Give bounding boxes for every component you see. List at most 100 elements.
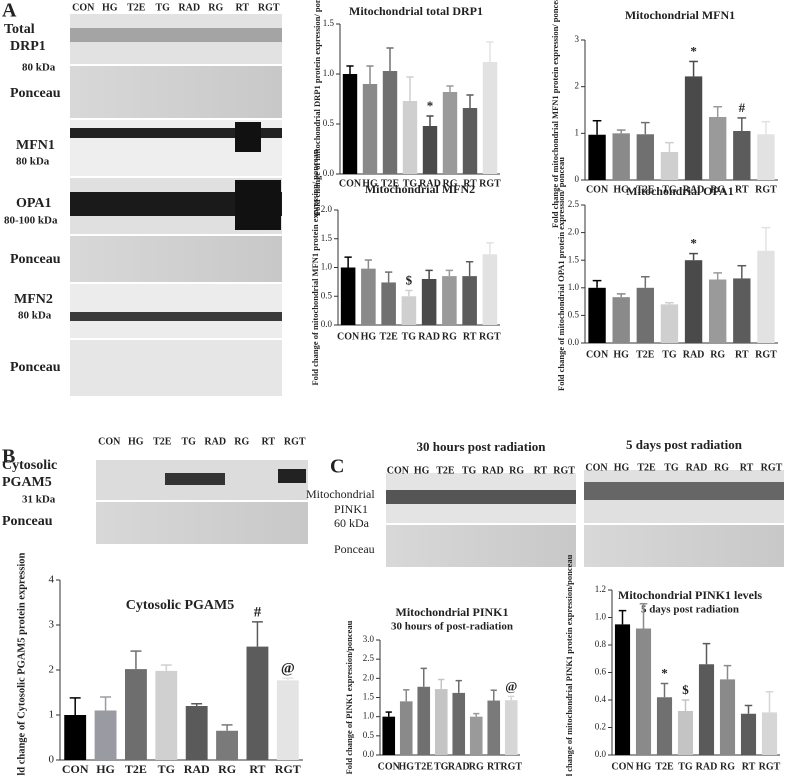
annotation: *	[427, 98, 434, 113]
blot-label: Total	[4, 22, 35, 37]
blot-label: Ponceau	[10, 86, 61, 101]
blot-c	[386, 470, 784, 567]
lane-label: CON	[98, 436, 121, 447]
bar	[421, 279, 437, 325]
x-tick-label: TG	[403, 178, 418, 189]
y-axis-label: Fold change of mitochondrial MFN1 protei…	[310, 149, 320, 385]
blot-label: PINK1	[334, 502, 368, 516]
x-tick-label: RT	[463, 178, 477, 189]
bar	[612, 133, 630, 180]
annotation: *	[690, 236, 697, 251]
blot-label: Ponceau	[10, 252, 61, 267]
x-tick-label: TG	[678, 761, 693, 772]
y-tick-label: 0.5	[323, 118, 335, 128]
annotation: #	[254, 604, 262, 620]
blot-b	[96, 460, 308, 544]
y-tick-label: 1.5	[363, 692, 375, 702]
bar	[588, 134, 606, 180]
annotation: @	[281, 661, 295, 677]
bar	[452, 692, 466, 755]
blot-label: 80 kDa	[22, 62, 56, 74]
bar	[442, 276, 457, 325]
bar	[401, 296, 417, 325]
blot-header: 30 hours post radiation	[417, 439, 547, 454]
bar	[757, 134, 775, 180]
bar	[482, 254, 498, 325]
bar	[382, 71, 398, 174]
y-tick-label: 1.0	[323, 68, 335, 78]
lane-label: RGT	[553, 465, 575, 476]
x-tick-label: TG	[662, 184, 677, 195]
lane-label: CON	[72, 2, 95, 13]
chart-title: Mitochondrial MFN2	[365, 182, 475, 196]
lane-label: RG	[234, 436, 249, 447]
y-tick-label: 0.4	[595, 694, 607, 704]
chart-title: Mitochondrial MFN1	[625, 8, 735, 22]
lane-label: CON	[387, 465, 410, 476]
lane-label: TG	[462, 465, 477, 476]
y-tick-label: 1.5	[323, 18, 335, 28]
bar	[399, 701, 413, 755]
x-tick-label: HG	[398, 761, 414, 772]
bar	[442, 92, 458, 174]
x-tick-label: RAD	[683, 349, 705, 360]
bar	[361, 268, 376, 325]
y-tick-label: 1.0	[595, 612, 607, 622]
blot-label: 80-100 kDa	[4, 215, 58, 227]
x-tick-label: RT	[735, 184, 749, 195]
lane-label: HG	[102, 2, 118, 13]
bar	[422, 126, 438, 174]
x-tick-label: RAD	[418, 331, 440, 342]
y-tick-label: 0	[575, 174, 580, 184]
y-tick-label: 2	[49, 664, 55, 676]
chart-title: Mitochondrial OPA1	[626, 184, 733, 198]
bar	[636, 287, 654, 343]
bar	[761, 712, 778, 755]
bar	[402, 101, 418, 174]
x-tick-label: RAD	[448, 761, 470, 772]
x-tick-label: RGT	[759, 761, 781, 772]
lane-label: CON	[585, 462, 608, 473]
chart-subtitle: 30 hours of post-radiation	[391, 621, 513, 633]
annotation: #	[739, 100, 746, 115]
bar	[362, 84, 378, 174]
lane-label: HG	[414, 465, 430, 476]
y-tick-label: 3	[575, 34, 580, 44]
bar	[462, 108, 478, 174]
lane-label: RAD	[204, 436, 226, 447]
annotation: *	[661, 665, 668, 680]
bar	[660, 304, 679, 343]
bar	[656, 697, 673, 755]
x-tick-label: T2E	[636, 349, 655, 360]
panel-letter: C	[330, 456, 344, 478]
blot-label: Cytosolic	[2, 458, 57, 473]
y-tick-label: 0.5	[363, 730, 375, 740]
y-axis-label: Fold change of mitochondrial PINK1 prote…	[564, 554, 574, 776]
bar	[709, 117, 727, 180]
x-tick-label: HG	[361, 331, 377, 342]
x-tick-label: RG	[720, 761, 735, 772]
x-tick-label: RAD	[184, 762, 210, 776]
blot-label: OPA1	[16, 196, 52, 211]
x-tick-label: RT	[463, 331, 477, 342]
blot-a	[70, 14, 282, 396]
x-tick-label: RT	[249, 762, 265, 776]
lane-label: RAD	[482, 465, 504, 476]
y-tick-label: 2.0	[363, 672, 375, 682]
bar	[125, 669, 147, 760]
y-tick-label: 0.0	[568, 337, 580, 347]
blot-label: MFN2	[14, 292, 53, 307]
x-tick-label: CON	[586, 349, 609, 360]
chart-subtitle: 5 days post radiation	[641, 604, 739, 616]
y-tick-label: 0.2	[595, 722, 606, 732]
bar	[588, 287, 606, 343]
lane-label: RAD	[686, 462, 708, 473]
annotation: *	[690, 43, 697, 58]
chart-title: Cytosolic PGAM5	[126, 598, 234, 613]
x-tick-label: RGT	[755, 349, 777, 360]
panel-letter: B	[2, 446, 15, 468]
lane-label: RGT	[284, 436, 306, 447]
annotation: $	[682, 682, 689, 697]
x-tick-label: RAD	[696, 761, 718, 772]
lane-label: TG	[156, 2, 171, 13]
